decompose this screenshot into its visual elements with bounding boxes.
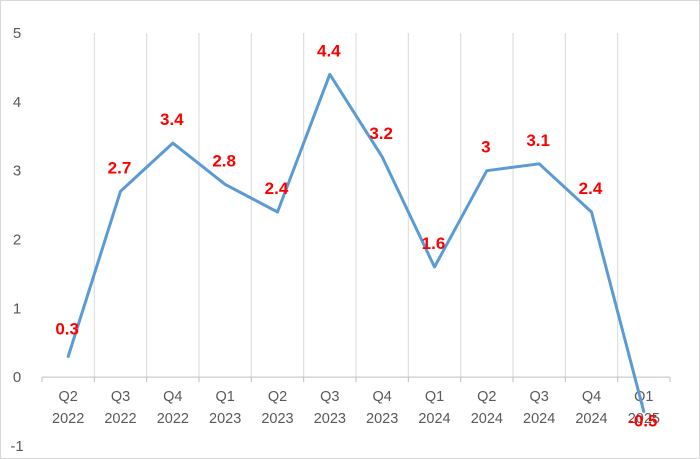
x-tick-label: 2023 [314, 411, 346, 427]
x-tick-label: 2022 [157, 411, 189, 427]
series-line [66, 72, 646, 414]
data-label: 0.3 [55, 320, 79, 339]
data-label: 3.4 [160, 110, 184, 129]
x-tick-label: Q3 [529, 389, 548, 405]
series-layer [66, 72, 646, 414]
data-label: 2.4 [579, 179, 603, 198]
label-layer: 0.3 2.7 3.4 2.8 2.4 4.4 3.2 1.6 3 3.1 2.4 -0.5 [55, 41, 657, 430]
data-label: 3 [481, 138, 490, 157]
data-label: 3.2 [369, 124, 393, 143]
x-tick-label: 2024 [471, 411, 503, 427]
x-tick-label: 2022 [52, 411, 84, 427]
x-tick-label: 2023 [209, 411, 241, 427]
data-label: 2.7 [108, 158, 132, 177]
y-tick-label: 0 [13, 369, 21, 386]
x-tick-label: Q4 [582, 389, 601, 405]
grid-layer [93, 33, 619, 378]
x-tick-label: Q3 [320, 389, 339, 405]
x-tick-label: Q2 [477, 389, 496, 405]
y-tick-label: 2 [13, 232, 21, 249]
x-tick-label: Q4 [163, 389, 182, 405]
data-label: 1.6 [422, 234, 446, 253]
y-tick-label: 4 [13, 94, 21, 111]
x-tick-label: 2024 [575, 411, 607, 427]
x-tick-label: Q3 [111, 389, 130, 405]
x-tick-label: Q2 [268, 389, 287, 405]
x-tick-label: 2024 [418, 411, 450, 427]
data-label: 2.4 [265, 179, 289, 198]
x-tick-label: Q2 [58, 389, 77, 405]
data-label: 2.8 [212, 151, 236, 170]
x-tick-label: 2024 [523, 411, 555, 427]
x-tick-label: 2025 [628, 411, 660, 427]
x-tick-label: Q4 [372, 389, 391, 405]
x-tick-label: 2022 [104, 411, 136, 427]
data-label: 3.1 [526, 131, 550, 150]
data-label: -0.5 [628, 412, 657, 431]
y-tick-label: 1 [13, 300, 21, 317]
x-tick-label: Q1 [215, 389, 234, 405]
y-tick-label: -1 [10, 438, 23, 455]
x-tick-label: Q1 [425, 389, 444, 405]
x-tick-label: 2023 [261, 411, 293, 427]
y-tick-label: 3 [13, 163, 21, 180]
data-label: 4.4 [317, 41, 341, 60]
y-tick-label: 5 [13, 25, 21, 42]
x-tick-label: 2023 [366, 411, 398, 427]
